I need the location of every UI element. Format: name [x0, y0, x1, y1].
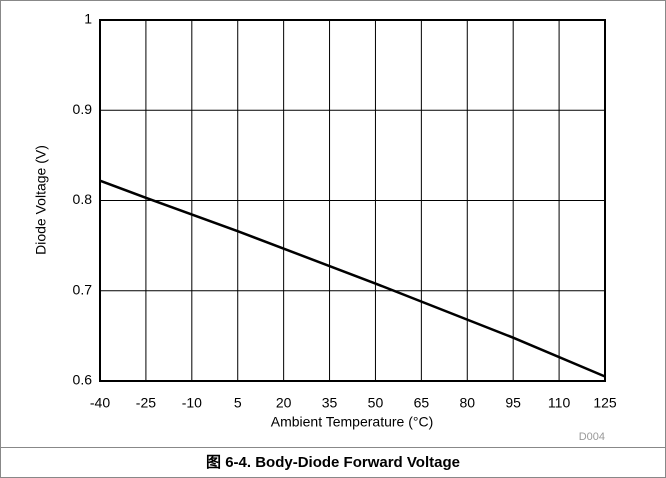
- y-tick-label: 0.6: [73, 372, 93, 388]
- plot-frame: [99, 19, 606, 382]
- x-tick-label: 50: [368, 395, 384, 411]
- x-tick-label: -40: [90, 395, 110, 411]
- x-tick-label: 125: [593, 395, 617, 411]
- x-tick-label: 80: [459, 395, 475, 411]
- caption: 图 6-4. Body-Diode Forward Voltage: [206, 454, 460, 471]
- x-tick-label: 65: [414, 395, 430, 411]
- y-tick-label: 0.9: [73, 101, 93, 117]
- x-tick-label: 110: [548, 395, 571, 411]
- x-tick-label: 5: [234, 395, 242, 411]
- x-tick-label: 95: [505, 395, 521, 411]
- y-tick-label: 0.7: [73, 281, 93, 297]
- x-tick-label: 35: [322, 395, 338, 411]
- x-axis-label: Ambient Temperature (°C): [271, 414, 434, 430]
- y-tick-label: 1: [84, 11, 92, 27]
- x-tick-label: -25: [136, 395, 156, 411]
- y-tick-label: 0.8: [73, 191, 93, 207]
- x-tick-label: 20: [276, 395, 292, 411]
- annotation: D004: [579, 431, 605, 443]
- line: [99, 179, 606, 378]
- y-axis-label: Diode Voltage (V): [33, 145, 49, 255]
- x-tick-label: -10: [182, 395, 202, 411]
